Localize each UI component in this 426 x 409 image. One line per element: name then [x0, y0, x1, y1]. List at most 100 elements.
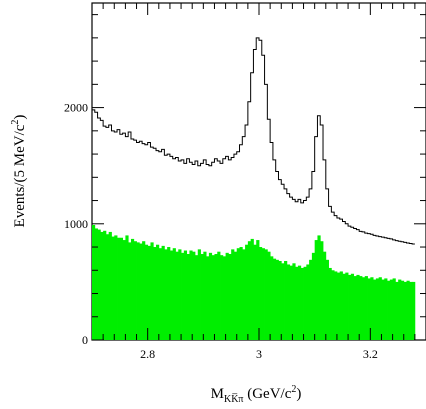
- background-bin: [245, 244, 249, 340]
- background-bin: [250, 238, 254, 340]
- background-bin: [328, 267, 332, 340]
- background-bin: [314, 240, 318, 340]
- background-bin: [161, 245, 165, 340]
- background-bin: [367, 278, 371, 340]
- background-bin: [217, 251, 221, 340]
- background-bin: [398, 279, 402, 340]
- background-bin: [214, 254, 218, 340]
- background-bin: [278, 260, 282, 340]
- background-bin: [267, 251, 271, 340]
- background-bin: [384, 278, 388, 340]
- background-bin: [364, 276, 368, 340]
- background-bin: [345, 272, 349, 340]
- background-bin: [119, 237, 124, 340]
- background-bin: [306, 264, 310, 340]
- background-bin: [359, 276, 363, 340]
- background-bin: [147, 245, 151, 340]
- x-axis-title-subscript: KK̅π: [224, 394, 244, 405]
- y-axis-title: Events/(5 MeV/c2): [10, 115, 28, 228]
- background-bin: [194, 255, 199, 340]
- y-axis-title-main: Events/(5 MeV/c: [12, 124, 28, 227]
- background-histogram: [92, 224, 416, 340]
- background-bin: [100, 231, 104, 340]
- background-bin: [172, 248, 176, 340]
- background-bin: [139, 243, 143, 340]
- background-bin: [239, 247, 243, 340]
- background-bin: [247, 241, 252, 340]
- background-bin: [144, 244, 149, 340]
- background-bin: [353, 276, 357, 340]
- background-bin: [231, 249, 235, 340]
- background-bin: [409, 281, 413, 340]
- background-bin: [125, 235, 129, 340]
- data-histogram-line: [92, 37, 415, 245]
- x-tick-label: 3: [256, 347, 262, 361]
- background-bin: [133, 241, 137, 340]
- background-bin: [272, 258, 277, 340]
- background-bin: [356, 274, 360, 340]
- background-bin: [317, 235, 321, 340]
- background-bin: [192, 251, 196, 340]
- background-bin: [259, 247, 263, 340]
- background-bin: [331, 270, 335, 340]
- background-bin: [92, 224, 96, 340]
- background-bin: [289, 265, 293, 340]
- y-tick-label: 2000: [64, 101, 88, 115]
- x-axis-title-superscript: 2: [291, 384, 296, 395]
- background-bin: [186, 254, 190, 340]
- background-bin: [284, 260, 288, 340]
- background-bin: [142, 241, 146, 340]
- background-bin: [373, 279, 377, 340]
- background-bin: [242, 249, 246, 340]
- y-tick-label: 0: [82, 333, 88, 347]
- background-bin: [412, 281, 416, 340]
- background-bin: [370, 277, 374, 340]
- background-bin: [253, 244, 257, 340]
- background-bin: [320, 241, 324, 340]
- y-axis-title-close: ): [12, 115, 28, 120]
- background-bin: [336, 272, 341, 340]
- background-bin: [130, 238, 135, 340]
- x-tick-label: 3.2: [363, 347, 378, 361]
- background-bin: [400, 280, 405, 340]
- background-bin: [395, 281, 399, 340]
- axis-ticks: 2.8 3 3.2 0 1000 2000: [64, 3, 426, 361]
- background-bin: [325, 259, 329, 340]
- background-bin: [361, 277, 366, 340]
- background-bin: [150, 242, 154, 340]
- background-bin: [387, 280, 391, 340]
- background-bin: [270, 256, 274, 340]
- background-bin: [309, 259, 313, 340]
- background-bin: [303, 266, 307, 340]
- background-bin: [236, 248, 240, 340]
- background-bin: [392, 278, 396, 340]
- background-bin: [222, 256, 226, 340]
- background-bin: [339, 271, 343, 340]
- background-bin: [292, 263, 296, 340]
- background-bin: [111, 236, 115, 340]
- background-bin: [297, 265, 302, 340]
- background-bin: [164, 249, 168, 340]
- background-bin: [233, 251, 238, 340]
- background-bin: [264, 249, 268, 340]
- background-bin: [200, 254, 204, 340]
- background-bin: [256, 240, 260, 340]
- background-bin: [114, 235, 118, 340]
- background-bin: [334, 271, 338, 340]
- background-bin: [311, 252, 316, 340]
- x-tick-label: 2.8: [140, 347, 155, 361]
- background-bin: [348, 274, 352, 340]
- background-bin: [406, 280, 410, 340]
- background-bin: [153, 247, 157, 340]
- y-axis-title-superscript: 2: [10, 120, 21, 125]
- background-bin: [181, 252, 185, 340]
- background-bin: [211, 255, 215, 340]
- background-bin: [381, 279, 385, 340]
- background-bin: [203, 251, 207, 340]
- background-bin: [167, 247, 171, 340]
- y-tick-label: 1000: [64, 217, 88, 231]
- background-bin: [136, 242, 140, 340]
- background-bin: [169, 250, 174, 340]
- background-bin: [175, 251, 179, 340]
